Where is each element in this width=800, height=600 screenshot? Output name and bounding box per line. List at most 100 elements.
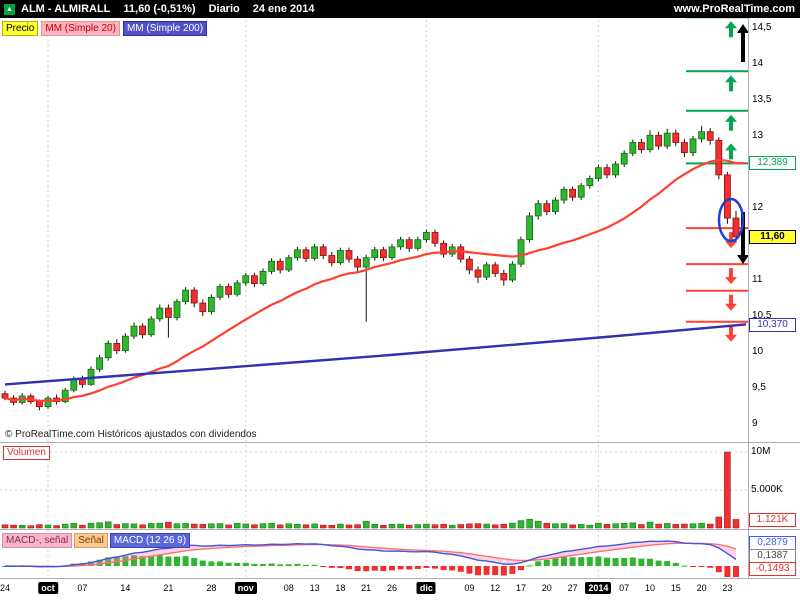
macd-hist-bar (586, 556, 593, 566)
candle-body (199, 302, 207, 313)
candle-body (534, 203, 542, 217)
macd-legend-chip[interactable]: MACD (12 26 9) (109, 533, 191, 548)
candle-body (612, 163, 619, 176)
macd-hist-bar (578, 557, 585, 566)
candle-body (577, 185, 585, 198)
volume-bar (354, 524, 361, 529)
macd-hist-bar (131, 555, 137, 566)
candle-body (681, 142, 688, 153)
macd-hist-bar (569, 557, 576, 566)
volume-bar (173, 523, 181, 529)
ma20-line (4, 158, 746, 403)
volume-bar (543, 523, 551, 529)
volume-bar (371, 524, 379, 529)
candle-body (96, 357, 103, 370)
panel-separator (0, 442, 800, 443)
volume-bar (595, 522, 602, 529)
macd-hist-bar (440, 566, 447, 571)
volume-bar (603, 524, 611, 529)
volume-bar (397, 523, 404, 529)
candle-body (182, 289, 190, 302)
candle-body (250, 275, 258, 284)
macd-hist-bar (260, 563, 266, 566)
macd-hist-bar (672, 562, 679, 566)
macd-hist-bar (397, 566, 404, 570)
candle-body (285, 257, 293, 271)
price-tick-label: 9 (752, 418, 758, 429)
candle-body (500, 273, 508, 281)
volume-bar (526, 519, 533, 529)
macd-hist-bar (509, 566, 516, 574)
ma200-line (4, 323, 747, 386)
volume-bar (362, 520, 370, 529)
price-legend-chip[interactable]: Precio (2, 21, 39, 36)
macd-hist-bar (191, 557, 198, 566)
macd-hist-bar (174, 556, 180, 566)
volume-bar (638, 524, 645, 529)
macd-hist-bar (466, 566, 473, 574)
volume-bar (474, 523, 482, 529)
up-arrow-icon (725, 114, 737, 131)
volume-bar (655, 523, 662, 529)
macd-hist-bar (354, 566, 361, 572)
volume-bar (560, 523, 568, 529)
volume-bar (689, 523, 697, 529)
candle-body (397, 239, 405, 248)
volume-bar (130, 523, 138, 529)
panel-separator (0, 578, 800, 579)
day-tick-label: 07 (619, 583, 630, 593)
candle-body (336, 250, 344, 264)
candle-body (638, 142, 645, 151)
macd-hist-bar (105, 557, 112, 566)
macd-hist-bar (96, 559, 103, 566)
candle-body (603, 167, 611, 176)
macd-hist-bar (294, 563, 301, 566)
macd-hist-bar (380, 566, 387, 572)
price-tick-label: 10,5 (752, 310, 772, 321)
prt-website-link[interactable]: www.ProRealTime.com (673, 3, 795, 15)
candle-body (36, 401, 43, 408)
macd-hist-bar (552, 558, 559, 566)
macd-hist-bar (432, 566, 438, 569)
macd-hist-bar (303, 564, 309, 566)
volume-bar (509, 522, 516, 529)
candle-body (354, 258, 362, 268)
volume-bar (552, 523, 559, 529)
volume-bar (1, 524, 9, 529)
macd-hist-bar (638, 558, 645, 566)
macd-hist-bar (492, 566, 499, 576)
macd-hist-bar (208, 561, 215, 566)
volume-bar (190, 523, 198, 529)
title-bar: ▲ ALM - ALMIRALL 11,60 (-0,51%) Diario 2… (0, 0, 800, 18)
volume-bar (139, 524, 146, 529)
candle-body (422, 232, 430, 241)
signal-line (4, 542, 737, 568)
volume-indicator-label[interactable]: Volumen (3, 446, 50, 460)
price-tick-label: 12 (752, 202, 764, 213)
volume-bar (423, 523, 430, 529)
volume-bar (345, 524, 353, 529)
macd-line (4, 540, 737, 568)
candle-body (724, 174, 731, 219)
macd-hist-bar (604, 557, 610, 566)
macd-hist-bar (346, 566, 352, 570)
macd-hist-bar (234, 562, 241, 566)
candle-body (698, 131, 705, 140)
candle-body (173, 301, 181, 318)
volume-bar (182, 523, 189, 529)
candle-body (672, 132, 680, 143)
volume-bar (732, 519, 740, 529)
macd-hist-bar (139, 556, 146, 566)
candle-body (552, 199, 559, 213)
macd-hist-legend-chip[interactable]: MACD-, señal (2, 533, 73, 548)
price-change-label: 11,60 (-0,51%) (123, 3, 196, 15)
day-tick-label: 10 (644, 583, 656, 593)
candle-body (465, 258, 473, 271)
candle-body (474, 269, 482, 278)
signal-legend-chip[interactable]: Señal (74, 533, 108, 548)
ma20-legend-chip[interactable]: MM (Simple 20) (41, 21, 120, 36)
ma200-legend-chip[interactable]: MM (Simple 200) (122, 21, 208, 36)
candle-body (79, 378, 86, 385)
time-axis: 24 oct 07 14 21 28 nov 08 13 18 21 26 dic 09 12 17 20 27 2… (0, 581, 800, 597)
